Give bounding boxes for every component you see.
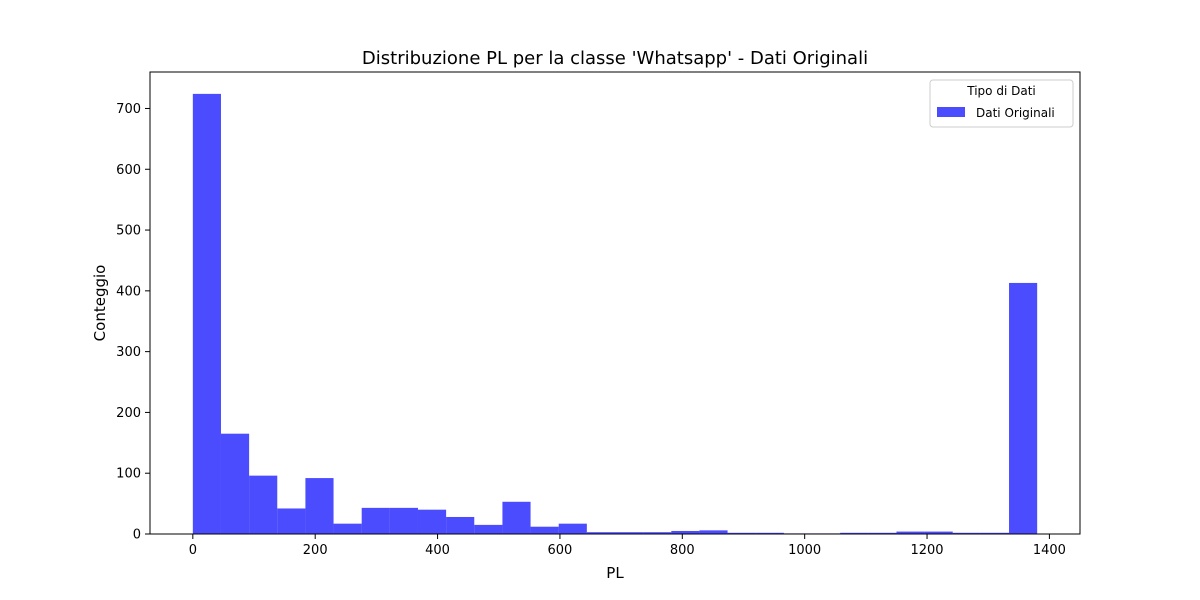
histogram-bar: [868, 532, 897, 534]
histogram-bar: [220, 433, 250, 534]
x-tick-label: 200: [303, 543, 328, 558]
legend-swatch: [937, 107, 965, 117]
histogram-bar: [615, 532, 644, 534]
histogram-bar: [980, 532, 1010, 534]
x-tick-label: 0: [189, 543, 197, 558]
y-tick-label: 200: [116, 406, 141, 421]
x-tick-label: 1200: [910, 543, 943, 558]
histogram-bar: [389, 507, 418, 534]
histogram-bar: [643, 532, 672, 534]
histogram-bar: [361, 507, 390, 534]
histogram-bar: [502, 501, 531, 534]
x-tick-label: 400: [425, 543, 450, 558]
y-tick-label: 700: [116, 102, 141, 117]
histogram-bar: [530, 526, 559, 534]
histogram-bar: [249, 475, 278, 534]
y-tick-label: 100: [116, 467, 141, 482]
bars-layer: [192, 93, 1038, 534]
y-axis-ticks: 0 100 200 300 400 500 600 700: [116, 102, 150, 543]
histogram-bar: [474, 524, 503, 534]
histogram-bar: [446, 516, 475, 534]
x-tick-label: 600: [548, 543, 573, 558]
histogram-bar: [755, 532, 784, 534]
histogram-bar: [727, 532, 756, 534]
x-axis-label: PL: [606, 564, 624, 582]
legend-entry-label: Dati Originali: [976, 106, 1055, 120]
histogram-bar: [558, 523, 587, 534]
histogram-bar: [333, 523, 362, 534]
x-tick-label: 1400: [1033, 543, 1066, 558]
y-tick-label: 400: [116, 284, 141, 299]
legend-box: [929, 79, 1074, 128]
histogram-bar: [840, 532, 869, 534]
x-tick-label: 800: [670, 543, 695, 558]
y-tick-label: 600: [116, 163, 141, 178]
y-tick-label: 300: [116, 345, 141, 360]
histogram-bar: [924, 531, 953, 534]
legend: Tipo di Dati Dati Originali: [929, 79, 1074, 128]
histogram-bar: [192, 93, 221, 534]
y-tick-label: 500: [116, 224, 141, 239]
histogram-bar: [586, 532, 615, 534]
x-tick-label: 1000: [788, 543, 821, 558]
histogram-bar: [277, 508, 306, 534]
y-tick-label: 0: [133, 528, 141, 543]
histogram-bar: [896, 531, 925, 534]
histogram-bar: [1009, 282, 1038, 534]
histogram-bar: [417, 509, 447, 534]
y-axis-label: Conteggio: [91, 265, 109, 342]
histogram-bar: [671, 530, 700, 534]
histogram-bar: [699, 530, 728, 534]
x-axis-ticks: 0 200 400 600 800 1000 1200 1400: [189, 534, 1066, 558]
axes-frame: [149, 71, 1081, 535]
chart-title: Distribuzione PL per la classe 'Whatsapp…: [362, 48, 868, 69]
histogram-bar: [952, 532, 981, 534]
histogram-bar: [305, 478, 334, 534]
legend-title: Tipo di Dati: [966, 84, 1035, 98]
